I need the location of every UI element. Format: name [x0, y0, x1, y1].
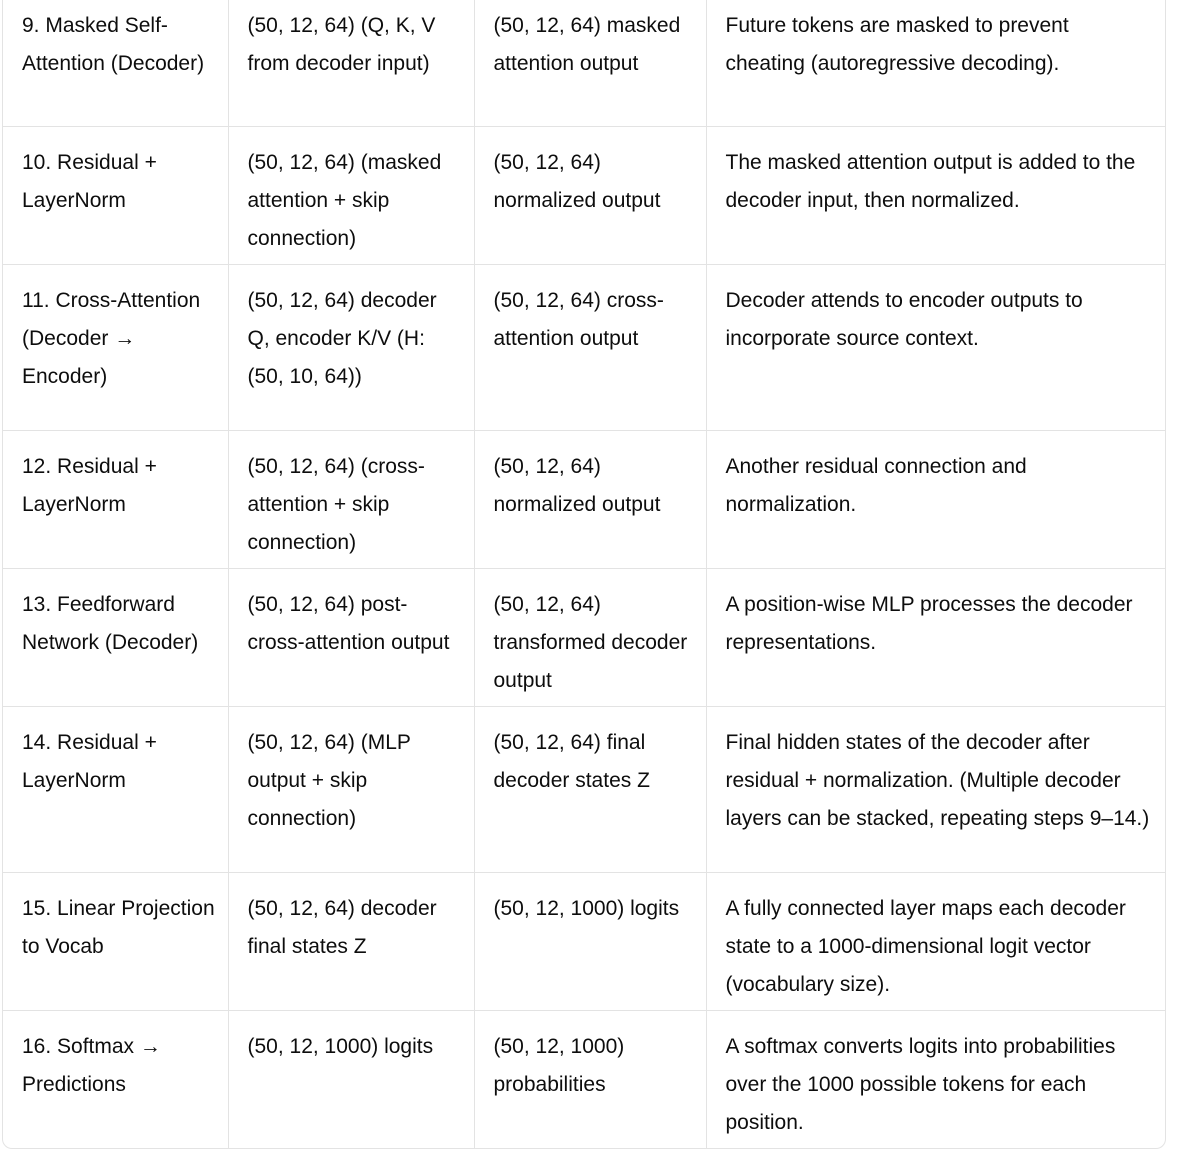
description-cell: A softmax converts logits into probabili…: [725, 1035, 1116, 1134]
description-cell: A fully connected layer maps each decode…: [706, 872, 1165, 1011]
description-cell: Future tokens are masked to prevent chea…: [706, 0, 1165, 127]
step-cell: 13. Feedforward Network (Decoder): [3, 568, 229, 707]
description-cell: Another residual connection and normaliz…: [706, 430, 1165, 569]
output-shape-cell: (50, 12, 64) normalized output: [474, 126, 707, 265]
output-shape-cell: (50, 12, 64) final decoder states Z: [474, 706, 707, 873]
output-shape-cell: (50, 12, 64) masked attention output: [474, 0, 707, 127]
description-cell: A position-wise MLP processes the decode…: [706, 568, 1165, 707]
table-row: 16. Softmax → Predictions (50, 12, 1000)…: [3, 1010, 1165, 1148]
step-cell: 12. Residual + LayerNorm: [3, 430, 229, 569]
architecture-table-container: 9. Masked Self-Attention (Decoder) (50, …: [2, 0, 1166, 1149]
output-shape-cell: (50, 12, 64) transformed decoder output: [474, 568, 707, 707]
step-cell: 11. Cross-Attention (Decoder → Encoder): [3, 264, 229, 431]
step-cell: 15. Linear Projection to Vocab: [3, 872, 229, 1011]
table-row: 13. Feedforward Network (Decoder) (50, 1…: [3, 568, 1165, 707]
description-cell: Decoder attends to encoder outputs to in…: [706, 264, 1165, 431]
input-shape-cell: (50, 12, 1000) logits: [228, 1010, 475, 1148]
description-cell: Final hidden states of the decoder after…: [706, 706, 1165, 873]
table-row: 10. Residual + LayerNorm (50, 12, 64) (m…: [3, 126, 1165, 265]
table-row: 9. Masked Self-Attention (Decoder) (50, …: [3, 0, 1165, 127]
table-row: 11. Cross-Attention (Decoder → Encoder) …: [3, 264, 1165, 431]
step-cell: 10. Residual + LayerNorm: [3, 126, 229, 265]
architecture-steps-table: 9. Masked Self-Attention (Decoder) (50, …: [3, 0, 1165, 1148]
table-row: 12. Residual + LayerNorm (50, 12, 64) (c…: [3, 430, 1165, 569]
description-cell: The masked attention output is added to …: [706, 126, 1165, 265]
step-cell: 14. Residual + LayerNorm: [3, 706, 229, 873]
step-cell: 9. Masked Self-Attention (Decoder): [3, 0, 229, 127]
output-shape-cell: (50, 12, 1000) probabilities: [474, 1010, 707, 1148]
input-shape-cell: (50, 12, 64) decoder Q, encoder K/V (H: …: [228, 264, 475, 431]
table-row: 15. Linear Projection to Vocab (50, 12, …: [3, 872, 1165, 1011]
input-shape-cell: (50, 12, 64) (Q, K, V from decoder input…: [228, 0, 475, 127]
input-shape-cell: (50, 12, 64) post-cross-attention output: [228, 568, 475, 707]
input-shape-cell: (50, 12, 64) (cross-attention + skip con…: [228, 430, 475, 569]
output-shape-cell: (50, 12, 64) normalized output: [474, 430, 707, 569]
output-shape-cell: (50, 12, 64) cross-attention output: [474, 264, 707, 431]
step-cell: 16. Softmax → Predictions: [3, 1010, 229, 1148]
table-row: 14. Residual + LayerNorm (50, 12, 64) (M…: [3, 706, 1165, 873]
input-shape-cell: (50, 12, 64) decoder final states Z: [228, 872, 475, 1011]
output-shape-cell: (50, 12, 1000) logits: [474, 872, 707, 1011]
input-shape-cell: (50, 12, 64) (MLP output + skip connecti…: [228, 706, 475, 873]
input-shape-cell: (50, 12, 64) (masked attention + skip co…: [228, 126, 475, 265]
